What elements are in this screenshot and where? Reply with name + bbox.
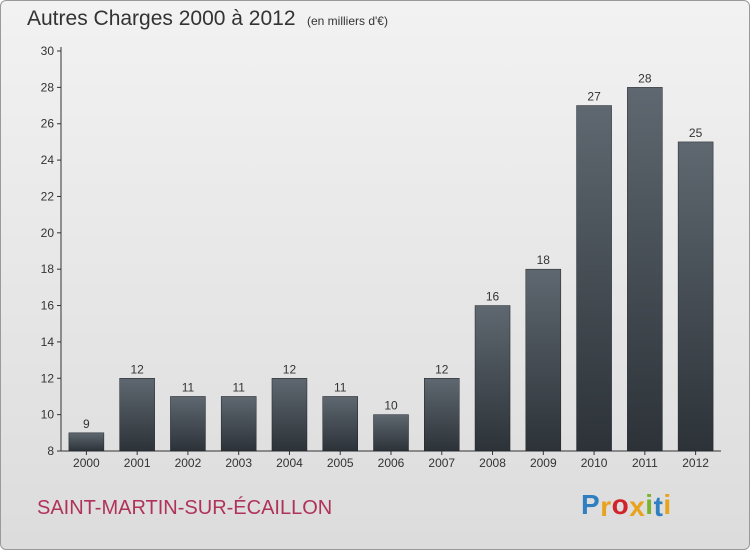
x-tick-label: 2003	[225, 456, 252, 470]
brand-letter: i	[663, 489, 672, 520]
chart-bars	[68, 87, 714, 452]
bar-value-label: 9	[83, 417, 90, 431]
bar-value-label: 12	[283, 362, 297, 376]
bar-value-label: 10	[384, 399, 398, 413]
bar-value-label: 11	[182, 380, 195, 394]
brand-letter: i	[645, 489, 654, 520]
bar	[68, 432, 105, 452]
chart-unit: (en milliers d'€)	[307, 14, 388, 28]
brand-letter: P	[581, 489, 601, 520]
x-tick-label: 2005	[327, 456, 354, 470]
y-tick-label: 10	[41, 408, 55, 422]
x-tick-label: 2010	[581, 456, 608, 470]
y-tick-label: 8	[47, 444, 54, 458]
brand-letter: x	[629, 491, 646, 522]
brand-letter: r	[600, 491, 612, 522]
bar	[322, 396, 358, 452]
brand-letter: t	[653, 491, 664, 522]
y-tick-label: 16	[41, 299, 55, 313]
y-tick-label: 20	[41, 226, 55, 240]
chart-labels: 9 2000 12 2001 11 2002 11 2003 12 2004 11 2005 10 200…	[73, 71, 709, 470]
x-tick-label: 2007	[428, 456, 455, 470]
y-tick-label: 26	[41, 117, 55, 131]
commune-name: SAINT-MARTIN-SUR-ÉCAILLON	[37, 497, 333, 519]
proxiti-logo[interactable]: Proxiti	[581, 489, 672, 522]
bar	[119, 378, 155, 452]
bar	[170, 396, 206, 452]
y-tick-label: 18	[41, 262, 55, 276]
y-tick-label: 28	[41, 80, 55, 94]
chart-title: Autres Charges 2000 à 2012	[27, 7, 296, 30]
bar-value-label: 12	[130, 362, 144, 376]
bar-value-label: 11	[232, 380, 245, 394]
bar-value-label: 27	[587, 90, 601, 104]
bar-value-label: 28	[638, 71, 652, 85]
bar	[576, 105, 612, 452]
bar-value-label: 25	[689, 126, 703, 140]
x-tick-label: 2002	[175, 456, 202, 470]
y-tick-label: 14	[41, 335, 55, 349]
brand-letter: o	[611, 489, 630, 520]
bar	[373, 414, 409, 452]
x-tick-label: 2008	[479, 456, 506, 470]
y-tick-label: 22	[41, 189, 55, 203]
bar	[474, 305, 511, 452]
bar	[677, 141, 714, 452]
x-tick-label: 2009	[530, 456, 557, 470]
bar	[220, 396, 257, 452]
bar	[424, 378, 460, 452]
x-tick-label: 2001	[124, 456, 151, 470]
bar-value-label: 11	[334, 380, 347, 394]
bar	[627, 87, 663, 452]
x-tick-label: 2012	[682, 456, 709, 470]
x-tick-label: 2000	[73, 456, 100, 470]
x-tick-label: 2004	[276, 456, 303, 470]
x-tick-label: 2011	[632, 456, 658, 470]
bar	[271, 378, 308, 452]
bar	[525, 268, 562, 452]
y-tick-label: 12	[41, 371, 55, 385]
y-tick-label: 24	[41, 153, 55, 167]
bar-value-label: 12	[435, 362, 449, 376]
x-tick-label: 2006	[378, 456, 405, 470]
bar-value-label: 18	[537, 253, 551, 267]
y-tick-label: 30	[41, 44, 55, 58]
bar-value-label: 16	[486, 290, 500, 304]
